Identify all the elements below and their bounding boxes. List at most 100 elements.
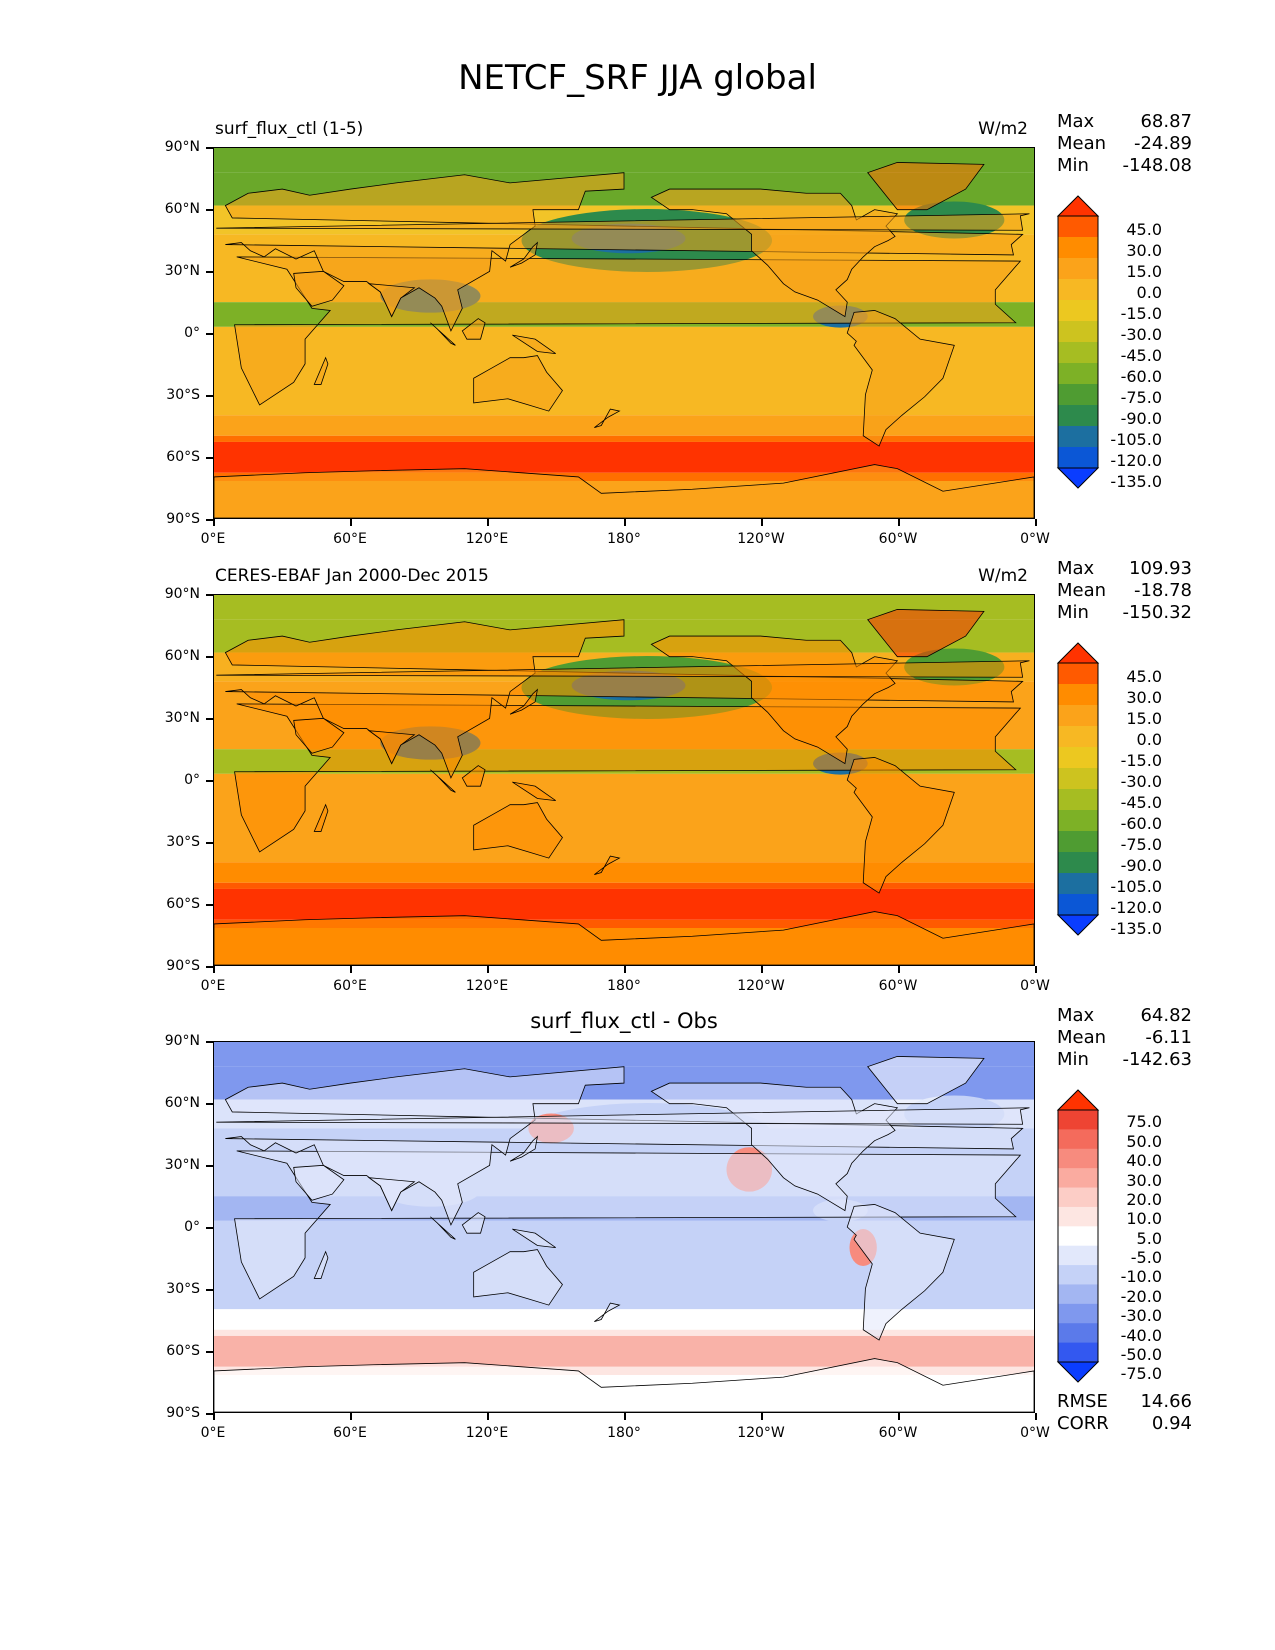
colorbar-segment bbox=[1058, 237, 1098, 259]
lat-tick-mark bbox=[206, 1289, 213, 1291]
lat-tick-label: 0° bbox=[0, 1219, 200, 1235]
lon-tick-mark bbox=[898, 1413, 900, 1420]
coastline-india bbox=[367, 730, 416, 765]
lat-tick-mark bbox=[206, 333, 213, 335]
colorbar-upper-extension bbox=[1056, 642, 1100, 664]
colorbar-segment bbox=[1058, 384, 1098, 406]
colorbar bbox=[1056, 641, 1100, 937]
lat-tick-text: 90°S bbox=[166, 958, 200, 974]
stat-label: Max bbox=[1057, 111, 1095, 132]
colorbar-segment bbox=[1058, 1110, 1098, 1130]
stat-value: -18.78 bbox=[1133, 580, 1192, 601]
coastline-south-america bbox=[846, 310, 955, 447]
colorbar-level-label: -30.0 bbox=[1120, 325, 1162, 344]
coastline-south-america bbox=[846, 1204, 955, 1341]
skill-value: 0.94 bbox=[1151, 1413, 1192, 1434]
colorbar-segment bbox=[1058, 810, 1098, 832]
colorbar-outline bbox=[1057, 215, 1099, 469]
colorbar-segment bbox=[1058, 663, 1098, 685]
skill-row-corr: CORR 0.94 bbox=[1057, 1413, 1192, 1435]
stat-value: 68.87 bbox=[1140, 111, 1192, 132]
colorbar-segment bbox=[1058, 1284, 1098, 1305]
colorbar-level-label: -30.0 bbox=[1120, 1306, 1162, 1326]
colorbar-segment bbox=[1058, 1206, 1098, 1227]
lat-tick-mark bbox=[206, 904, 213, 906]
colorbar-level-label: -135.0 bbox=[1110, 472, 1162, 491]
colorbar-level-label: -30.0 bbox=[1120, 772, 1162, 791]
colorbar-segment bbox=[1058, 405, 1098, 427]
colorbar-segment bbox=[1058, 684, 1098, 706]
coastline-arabia bbox=[293, 717, 345, 754]
lon-tick-label: 120°W bbox=[737, 978, 785, 994]
map-plot bbox=[214, 595, 1034, 965]
map-band bbox=[214, 919, 1034, 928]
lat-tick-mark bbox=[206, 1351, 213, 1353]
lon-tick-mark bbox=[350, 519, 352, 526]
colorbar-segment bbox=[1058, 852, 1098, 874]
lon-tick-mark bbox=[213, 1413, 215, 1420]
lon-tick-mark bbox=[213, 519, 215, 526]
colorbar-segment bbox=[1058, 1303, 1098, 1324]
lon-tick-mark bbox=[213, 966, 215, 973]
lat-tick-text: 60°N bbox=[164, 1095, 200, 1111]
lon-tick-label: 120°W bbox=[737, 1425, 785, 1441]
lat-tick-mark bbox=[206, 1103, 213, 1105]
lon-tick-label: 60°W bbox=[878, 978, 918, 994]
stat-value: -142.63 bbox=[1122, 1049, 1192, 1070]
colorbar-segment bbox=[1058, 426, 1098, 448]
lon-tick-mark bbox=[487, 1413, 489, 1420]
lat-tick-mark bbox=[206, 147, 213, 149]
map-panel-1: surf_flux_ctl (1-5) W/m2 Max 68.87 Mean -24.8… bbox=[0, 0, 1275, 547]
colorbar-level-label: 15.0 bbox=[1126, 709, 1162, 728]
map-plot bbox=[214, 1042, 1034, 1412]
coastline-new-guinea bbox=[512, 334, 556, 354]
colorbar-segment bbox=[1058, 1129, 1098, 1150]
lon-tick-mark bbox=[1035, 966, 1037, 973]
colorbar-level-label: -105.0 bbox=[1110, 877, 1162, 896]
lat-tick-mark bbox=[206, 1041, 213, 1043]
map-band bbox=[214, 888, 1034, 920]
lat-tick-label: 30°S bbox=[0, 1281, 200, 1297]
lat-tick-mark bbox=[206, 395, 213, 397]
skill-label: CORR bbox=[1057, 1413, 1109, 1434]
coastline-uk bbox=[216, 660, 1030, 678]
lat-tick-label: 60°N bbox=[0, 648, 200, 664]
lon-tick-mark bbox=[350, 1413, 352, 1420]
lat-tick-label: 60°N bbox=[0, 1095, 200, 1111]
colorbar-level-label: -45.0 bbox=[1120, 793, 1162, 812]
map-band bbox=[214, 1335, 1034, 1367]
colorbar-segment bbox=[1058, 216, 1098, 238]
colorbar-level-label: 30.0 bbox=[1126, 688, 1162, 707]
lat-tick-text: 90°S bbox=[166, 1405, 200, 1421]
colorbar-segment bbox=[1058, 894, 1098, 916]
coastline-europe-asia bbox=[224, 172, 1024, 332]
lon-tick-mark bbox=[1035, 519, 1037, 526]
skill-value: 14.66 bbox=[1140, 1391, 1192, 1412]
lat-tick-mark bbox=[206, 718, 213, 720]
coastline-europe-asia bbox=[224, 1066, 1024, 1226]
map-band bbox=[214, 882, 1034, 889]
stat-label: Min bbox=[1057, 1049, 1089, 1070]
stat-label: Min bbox=[1057, 155, 1089, 176]
stat-row-mean: Mean -24.89 bbox=[1057, 133, 1192, 155]
lat-tick-label: 90°S bbox=[0, 511, 200, 527]
stat-row-max: Max 68.87 bbox=[1057, 111, 1192, 133]
coastline-borneo bbox=[461, 1212, 486, 1234]
lat-tick-text: 60°S bbox=[166, 1343, 200, 1359]
lat-tick-label: 90°N bbox=[0, 139, 200, 155]
skill-scores: RMSE 14.66 CORR 0.94 bbox=[1057, 1391, 1192, 1435]
colorbar-upper-extension bbox=[1056, 1089, 1100, 1111]
colorbar-level-label: 0.0 bbox=[1136, 283, 1162, 302]
lat-tick-text: 60°S bbox=[166, 449, 200, 465]
lon-tick-label: 60°E bbox=[333, 978, 367, 994]
stat-label: Max bbox=[1057, 1005, 1095, 1026]
coastline-south-america bbox=[846, 757, 955, 894]
colorbar bbox=[1056, 194, 1100, 490]
colorbar-level-label: -120.0 bbox=[1110, 898, 1162, 917]
colorbar-level-label: -90.0 bbox=[1120, 409, 1162, 428]
colorbar-segment bbox=[1058, 321, 1098, 343]
stat-label: Mean bbox=[1057, 133, 1107, 154]
coastline-antarctica bbox=[214, 1358, 1034, 1412]
colorbar bbox=[1056, 1088, 1100, 1384]
lon-tick-label: 60°E bbox=[333, 1425, 367, 1441]
